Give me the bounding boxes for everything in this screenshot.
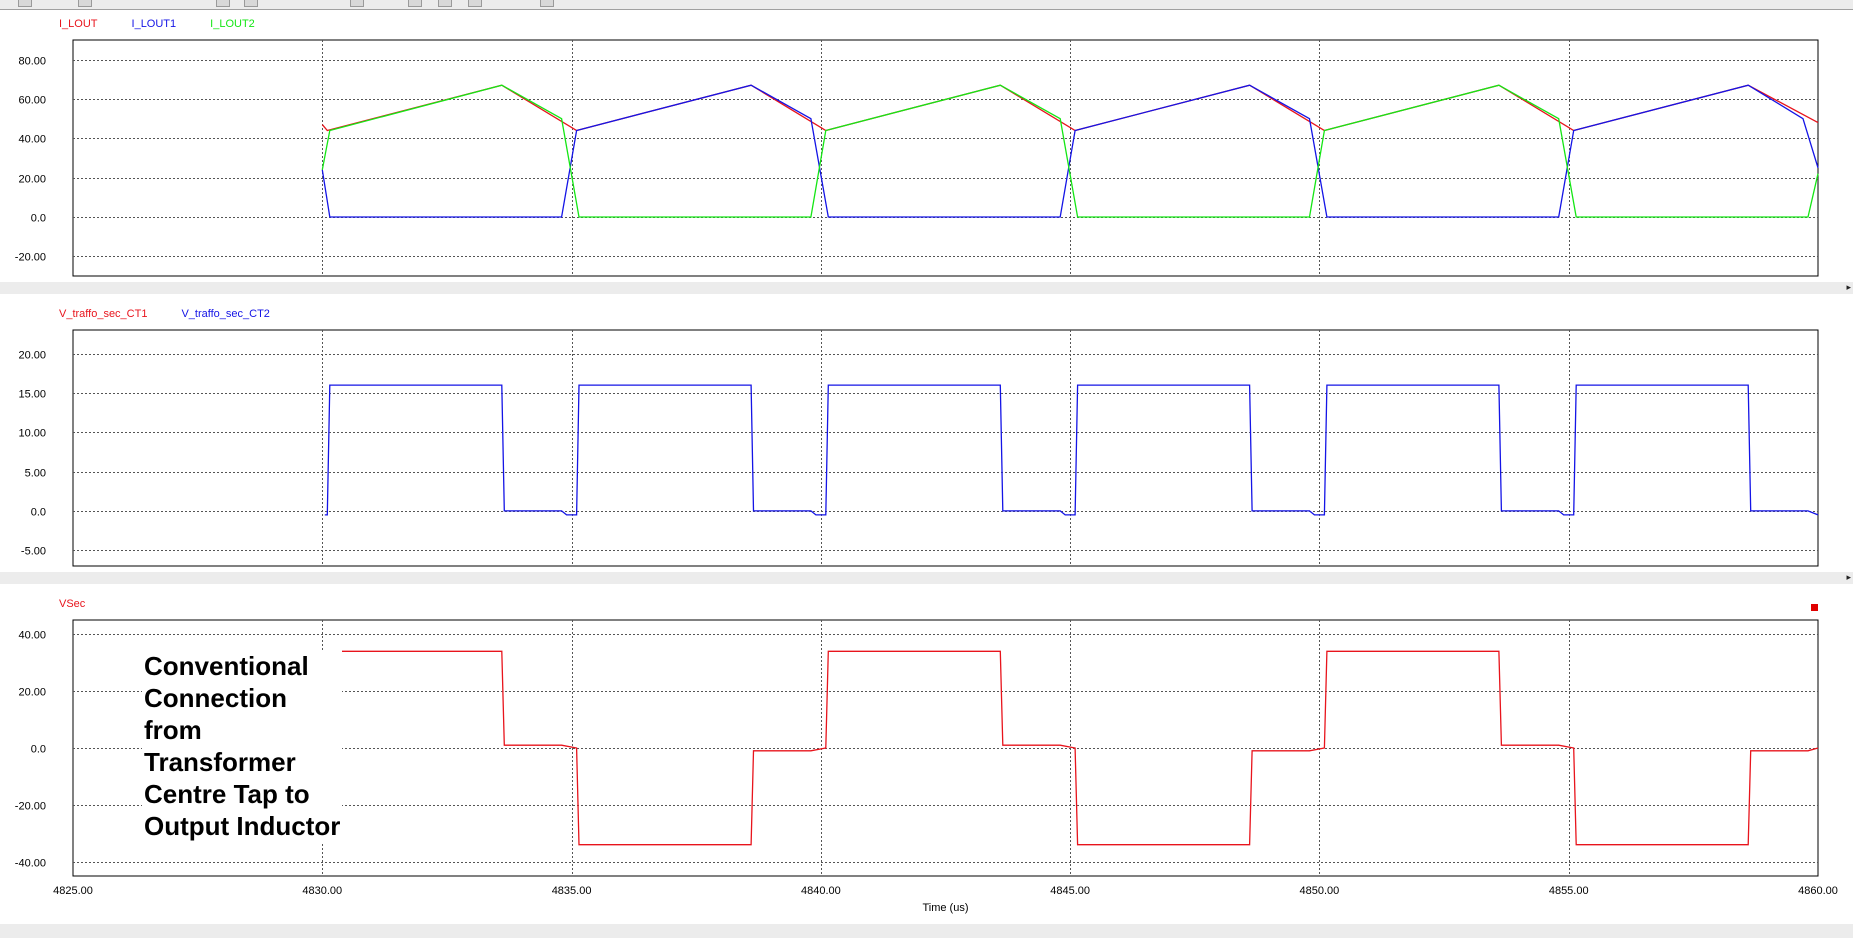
plot-separator: ▸ xyxy=(0,572,1853,584)
x-tick-label: 4860.00 xyxy=(1798,885,1838,897)
x-tick-label: 4840.00 xyxy=(801,885,841,897)
plot-frame xyxy=(72,39,1819,277)
toolbar xyxy=(0,0,1853,10)
x-tick-label: 4855.00 xyxy=(1549,885,1589,897)
legend-entry-I_LOUT1: I_LOUT1 xyxy=(131,18,177,30)
legend-entry-VSec: VSec xyxy=(59,598,86,610)
series-marker-icon xyxy=(1811,604,1818,611)
y-tick-label: 15.00 xyxy=(18,389,46,401)
toolbar-button[interactable] xyxy=(438,0,452,7)
toolbar-button[interactable] xyxy=(540,0,554,7)
y-tick-label: -40.00 xyxy=(15,858,46,870)
x-tick-label: 4830.00 xyxy=(302,885,342,897)
plot-frame xyxy=(72,329,1819,567)
legend-entry-V_traffo_sec_CT2: V_traffo_sec_CT2 xyxy=(181,308,270,320)
legend-entry-I_LOUT2: I_LOUT2 xyxy=(210,18,255,30)
legend-plot-2: V_traffo_sec_CT1 V_traffo_sec_CT2 xyxy=(59,308,304,321)
toolbar-button[interactable] xyxy=(468,0,482,7)
legend-entry-I_LOUT: I_LOUT xyxy=(59,18,98,30)
toolbar-button[interactable] xyxy=(408,0,422,7)
x-tick-label: 4825.00 xyxy=(53,885,93,897)
y-tick-label: 5.00 xyxy=(25,468,46,480)
y-tick-label: 80.00 xyxy=(18,56,46,68)
y-tick-label: -20.00 xyxy=(15,801,46,813)
bottom-bar xyxy=(0,924,1853,938)
x-tick-label: 4845.00 xyxy=(1050,885,1090,897)
y-tick-label: -5.00 xyxy=(21,546,46,558)
y-tick-label: 0.0 xyxy=(31,507,46,519)
x-tick-label: 4835.00 xyxy=(552,885,592,897)
y-tick-label: 60.00 xyxy=(18,95,46,107)
toolbar-button[interactable] xyxy=(350,0,364,7)
annotation-text: Conventional Connection from Transformer… xyxy=(142,650,343,842)
toolbar-button[interactable] xyxy=(78,0,92,7)
legend-plot-3: VSec xyxy=(59,598,119,611)
y-tick-label: 20.00 xyxy=(18,174,46,186)
scroll-arrow-icon[interactable]: ▸ xyxy=(1846,572,1851,582)
x-axis-label: Time (us) xyxy=(922,902,968,914)
y-tick-label: 0.0 xyxy=(31,213,46,225)
series-line-I_LOUT1 xyxy=(321,84,1819,218)
legend-entry-V_traffo_sec_CT1: V_traffo_sec_CT1 xyxy=(59,308,148,320)
y-tick-label: 40.00 xyxy=(18,630,46,642)
y-tick-label: -20.00 xyxy=(15,252,46,264)
plot-separator: ▸ xyxy=(0,282,1853,294)
y-tick-label: 20.00 xyxy=(18,350,46,362)
series-line-V_traffo_sec_CT2 xyxy=(324,384,1819,516)
series-line-I_LOUT2 xyxy=(321,84,1819,218)
scroll-arrow-icon[interactable]: ▸ xyxy=(1846,282,1851,292)
y-tick-label: 20.00 xyxy=(18,687,46,699)
toolbar-button[interactable] xyxy=(18,0,32,7)
y-tick-label: 0.0 xyxy=(31,744,46,756)
toolbar-button[interactable] xyxy=(244,0,258,7)
series-line-VSec xyxy=(326,650,1819,846)
x-tick-label: 4850.00 xyxy=(1300,885,1340,897)
toolbar-button[interactable] xyxy=(216,0,230,7)
y-tick-label: 10.00 xyxy=(18,428,46,440)
legend-plot-1: I_LOUT I_LOUT1 I_LOUT2 xyxy=(59,18,289,31)
y-tick-label: 40.00 xyxy=(18,134,46,146)
